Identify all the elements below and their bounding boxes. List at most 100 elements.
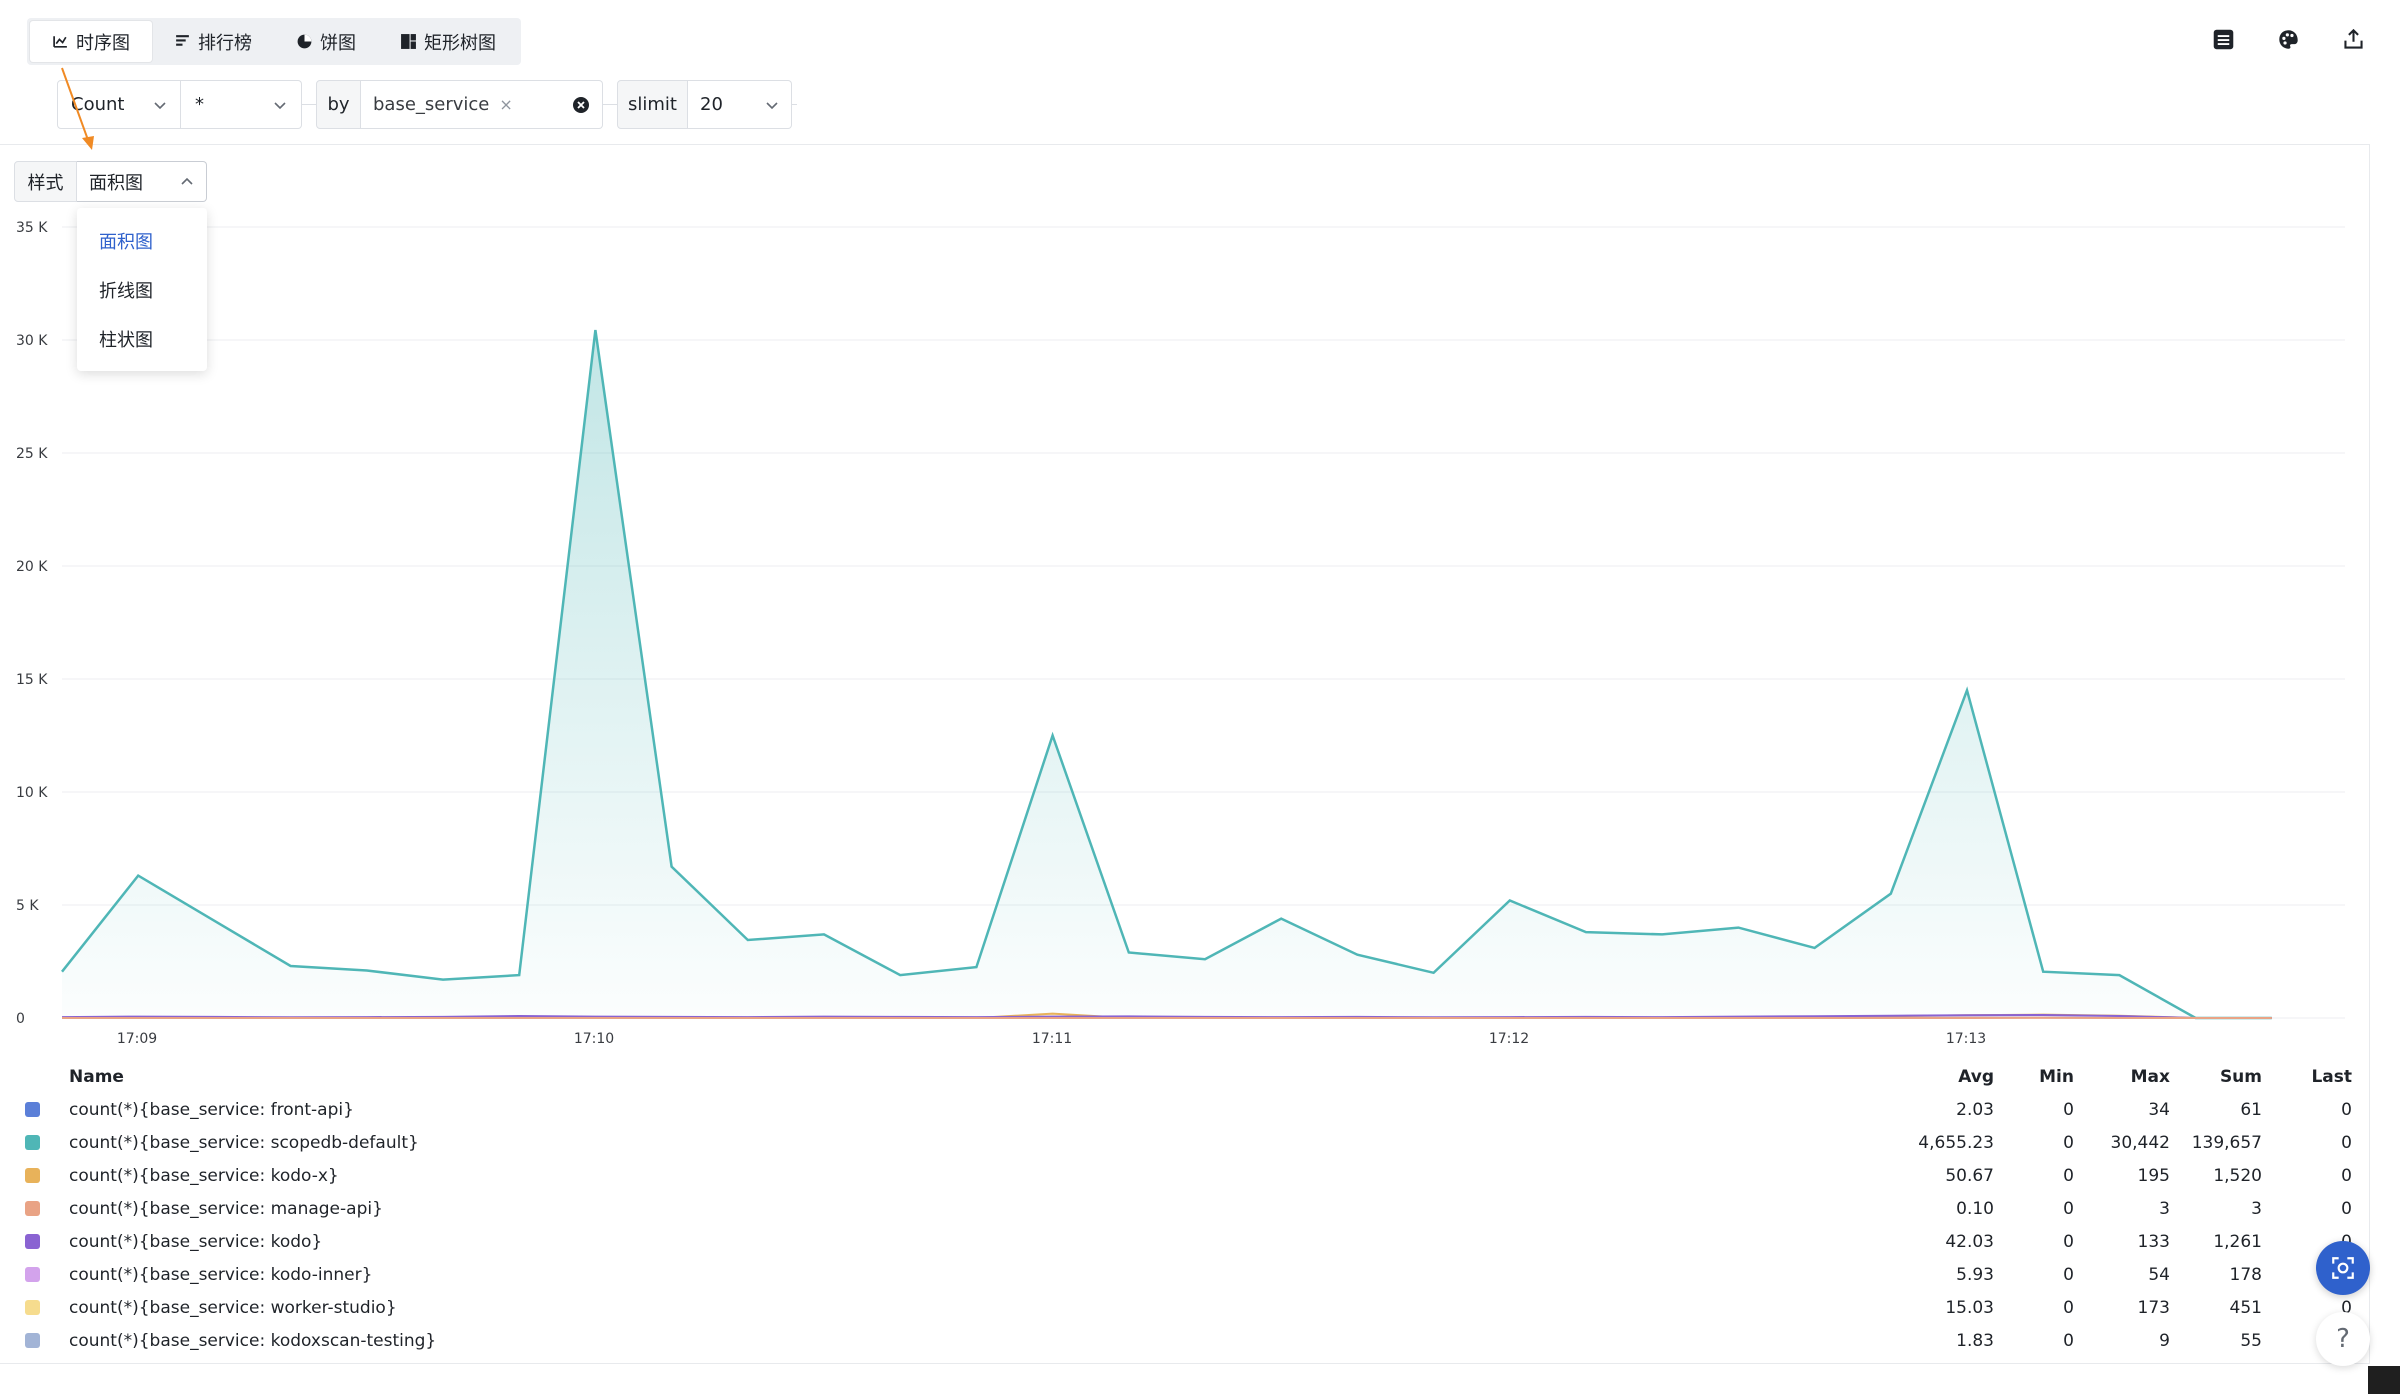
legend-row[interactable]: count(*){base_service: scopedb-default} 4… (0, 1126, 2370, 1159)
series-avg: 5.93 (1956, 1264, 1994, 1285)
series-color-swatch (25, 1135, 40, 1150)
series-sum: 55 (2240, 1330, 2262, 1351)
palette-icon[interactable] (2273, 24, 2303, 54)
y-tick-label: 35 K (16, 220, 48, 236)
series-avg: 2.03 (1956, 1099, 1994, 1120)
series-avg: 1.83 (1956, 1330, 1994, 1351)
series-color-swatch (25, 1168, 40, 1183)
line-chart-icon (53, 36, 67, 48)
series-max: 34 (2148, 1099, 2170, 1120)
series-name: count(*){base_service: kodo-x} (69, 1165, 339, 1186)
series-sum: 3 (2251, 1198, 2262, 1219)
x-tick-label: 17:13 (1946, 1031, 1986, 1047)
query-builder: Count * by base_service × slimit 20 (57, 80, 792, 129)
help-button[interactable]: ? (2316, 1312, 2370, 1366)
bar-list-icon (176, 35, 189, 46)
tab-label: 饼图 (320, 32, 356, 54)
x-tick-label: 17:10 (574, 1031, 614, 1047)
tab-timeseries[interactable]: 时序图 (30, 21, 152, 62)
legend-row[interactable]: count(*){base_service: front-api} 2.03 0 34… (0, 1093, 2370, 1126)
tab-label: 排行榜 (198, 32, 252, 54)
legend-row[interactable]: count(*){base_service: kodo-x} 50.67 0 195 1… (0, 1159, 2370, 1192)
header-max[interactable]: Max (2130, 1066, 2170, 1087)
chevron-down-icon (766, 101, 778, 109)
legend-row[interactable]: count(*){base_service: kodoxscan-testing… (0, 1324, 2370, 1357)
series-name: count(*){base_service: worker-studio} (69, 1297, 397, 1318)
by-label: by (316, 80, 361, 129)
series-max: 3 (2159, 1198, 2170, 1219)
legend-row[interactable]: count(*){base_service: manage-api} 0.10 0 3… (0, 1192, 2370, 1225)
series-name: count(*){base_service: manage-api} (69, 1198, 383, 1219)
style-option-area[interactable]: 面积图 (99, 231, 153, 253)
x-tick-label: 17:11 (1032, 1031, 1072, 1047)
legend-row[interactable]: count(*){base_service: kodo} 42.03 0 133 1,2… (0, 1225, 2370, 1258)
series-last: 0 (2341, 1165, 2352, 1186)
style-option-line[interactable]: 折线图 (99, 280, 153, 302)
series-max: 9 (2159, 1330, 2170, 1351)
series-name: count(*){base_service: kodo-inner} (69, 1264, 373, 1285)
group-by-select[interactable]: base_service × (361, 80, 603, 129)
series-avg: 42.03 (1945, 1231, 1994, 1252)
style-option-bar[interactable]: 柱状图 (99, 329, 153, 351)
window-corner (2368, 1366, 2400, 1394)
series-color-swatch (25, 1102, 40, 1117)
legend-row[interactable]: count(*){base_service: kodo-inner} 5.93 0 5… (0, 1258, 2370, 1291)
style-select[interactable]: 面积图 (77, 161, 207, 202)
series-min: 0 (2063, 1297, 2074, 1318)
series-line[interactable] (61, 329, 2272, 1020)
series-min: 0 (2063, 1132, 2074, 1153)
table-icon[interactable] (2208, 24, 2238, 54)
chart-type-tabs: 时序图 排行榜 饼图 矩形树图 (27, 18, 521, 65)
header-last[interactable]: Last (2311, 1066, 2352, 1087)
series-sum: 451 (2229, 1297, 2262, 1318)
legend-row[interactable]: count(*){base_service: worker-studio} 15.… (0, 1291, 2370, 1324)
remove-tag-icon[interactable]: × (499, 95, 513, 114)
slimit-select[interactable]: 20 (688, 80, 792, 129)
legend-header: Name Avg Min Max Sum Last (0, 1060, 2370, 1093)
tab-label: 矩形树图 (424, 32, 496, 54)
header-sum[interactable]: Sum (2219, 1066, 2262, 1087)
style-selected-value: 面积图 (89, 172, 143, 194)
series-color-swatch (25, 1234, 40, 1249)
clear-icon[interactable] (572, 96, 590, 114)
slimit-label: slimit (617, 80, 688, 129)
series-avg: 15.03 (1945, 1297, 1994, 1318)
series-min: 0 (2063, 1231, 2074, 1252)
header-min[interactable]: Min (2039, 1066, 2074, 1087)
series-min: 0 (2063, 1198, 2074, 1219)
series-name: count(*){base_service: kodo} (69, 1231, 323, 1252)
header-name: Name (69, 1066, 124, 1087)
header-avg[interactable]: Avg (1958, 1066, 1994, 1087)
style-selector: 样式 面积图 (14, 161, 207, 202)
screenshot-button[interactable] (2316, 1241, 2370, 1295)
tab-ranking[interactable]: 排行榜 (152, 21, 274, 62)
series-color-swatch (25, 1267, 40, 1282)
series-name: count(*){base_service: scopedb-default} (69, 1132, 419, 1153)
group-tag-label: base_service (373, 94, 490, 115)
series-name: count(*){base_service: front-api} (69, 1099, 354, 1120)
y-tick-label: 30 K (16, 333, 48, 349)
y-tick-label: 0 (16, 1011, 25, 1027)
y-tick-label: 25 K (16, 446, 48, 462)
y-tick-label: 5 K (16, 898, 39, 914)
share-export-icon[interactable] (2338, 24, 2368, 54)
series-min: 0 (2063, 1264, 2074, 1285)
series-sum: 178 (2229, 1264, 2262, 1285)
series-max: 30,442 (2110, 1132, 2170, 1153)
series-avg: 4,655.23 (1918, 1132, 1994, 1153)
series-last: 0 (2341, 1132, 2352, 1153)
tab-pie[interactable]: 饼图 (274, 21, 378, 62)
tab-label: 时序图 (76, 32, 130, 54)
style-dropdown-menu: 面积图 折线图 柱状图 (77, 208, 207, 371)
tab-treemap[interactable]: 矩形树图 (378, 21, 518, 62)
field-value: * (195, 94, 204, 115)
field-select[interactable]: * (181, 80, 302, 129)
y-tick-label: 10 K (16, 785, 48, 801)
series-min: 0 (2063, 1330, 2074, 1351)
series-line[interactable] (61, 1013, 2272, 1019)
series-sum: 139,657 (2191, 1132, 2262, 1153)
series-last: 0 (2341, 1099, 2352, 1120)
series-sum: 61 (2240, 1099, 2262, 1120)
series-max: 54 (2148, 1264, 2170, 1285)
x-tick-label: 17:09 (117, 1031, 157, 1047)
